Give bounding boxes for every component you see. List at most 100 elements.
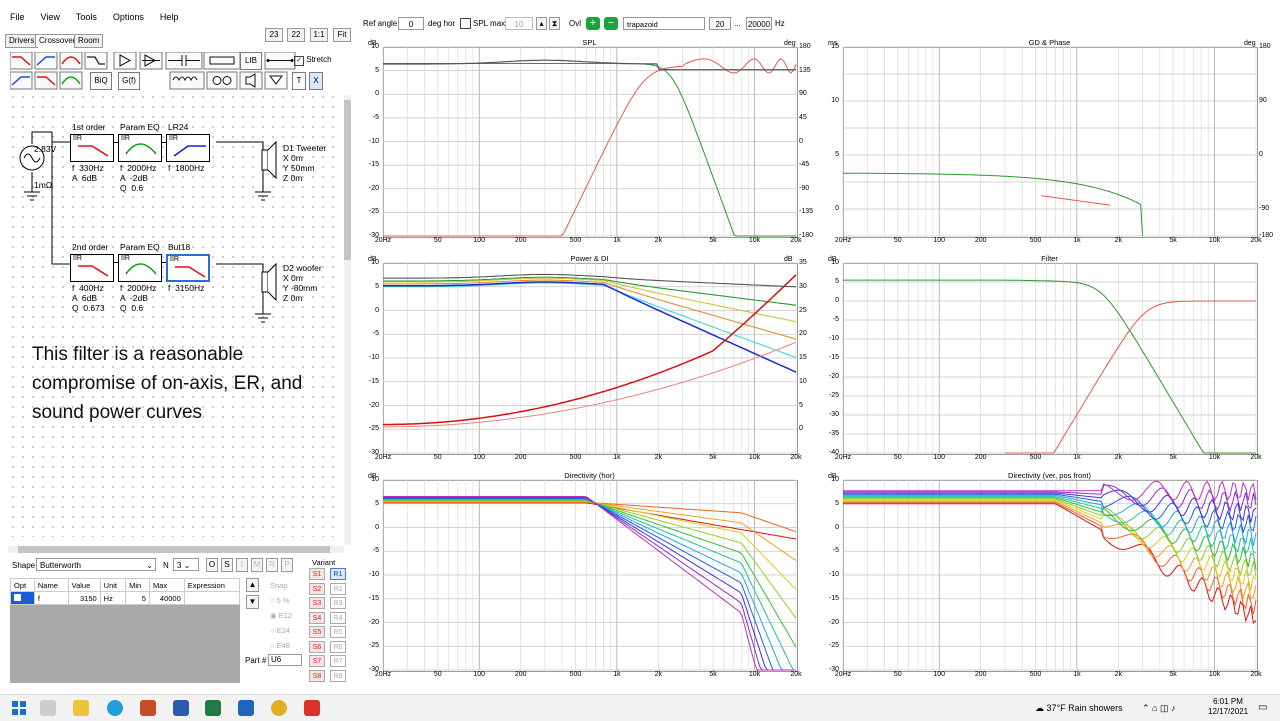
variant-r3-button[interactable]: R3	[330, 597, 346, 609]
spl-max-input[interactable]: 10	[505, 17, 533, 30]
chart-2-plot[interactable]	[383, 263, 798, 455]
shape-r-button[interactable]: R	[266, 558, 278, 572]
spin-updown-icon[interactable]: ▴	[536, 17, 547, 30]
overlay-add-icon[interactable]: +	[586, 17, 600, 30]
lowpass-red-icon[interactable]	[10, 52, 33, 70]
chrome-icon[interactable]	[271, 700, 287, 716]
biquad-button[interactable]: BiQ	[90, 72, 112, 90]
snap-e12-radio[interactable]: ◉ E12	[270, 611, 292, 620]
resistor-icon[interactable]	[203, 52, 241, 70]
zoom-23-button[interactable]: 23	[265, 28, 283, 42]
variant-s6-button[interactable]: S6	[309, 640, 325, 653]
inductor-icon[interactable]	[169, 71, 205, 90]
tweeter-speaker-icon[interactable]	[261, 140, 277, 180]
param-max-cell[interactable]: 40000	[148, 591, 185, 605]
order-select[interactable]: 3 ⌄	[173, 558, 199, 571]
speaker-icon[interactable]	[239, 71, 263, 90]
excel-icon[interactable]	[205, 700, 221, 716]
hourglass-icon[interactable]: ⧗	[549, 17, 560, 30]
schematic-hscroll[interactable]	[8, 546, 344, 553]
overlay-name-input[interactable]: trapazoid	[623, 17, 705, 30]
woofer-speaker-icon[interactable]	[261, 262, 277, 302]
summer-icon[interactable]	[139, 52, 163, 70]
tab-room[interactable]: Room	[74, 34, 104, 48]
variant-s2-button[interactable]: S2	[309, 582, 325, 595]
zoom-fit-button[interactable]: Fit	[333, 28, 351, 42]
filter-block[interactable]: IIR	[118, 254, 162, 282]
shape-m-button[interactable]: M	[251, 558, 263, 572]
filter-block[interactable]: IIR	[166, 254, 210, 282]
snap-5pct-radio[interactable]: ○ 5 %	[270, 596, 290, 605]
notification-icon[interactable]: ▭	[1258, 702, 1268, 713]
capacitor-icon[interactable]	[165, 52, 203, 70]
snap-e24-radio[interactable]: ○ E24	[270, 626, 290, 635]
clock[interactable]: 6:01 PM 12/17/2021	[1208, 697, 1248, 717]
param-value-cell[interactable]: 3150	[67, 591, 101, 605]
system-tray-icons[interactable]: ⌃ ⌂ ◫ ♪	[1142, 703, 1176, 713]
variant-r4-button[interactable]: R4	[330, 611, 346, 624]
overlay-remove-icon[interactable]: −	[604, 17, 618, 30]
edge-icon[interactable]	[107, 700, 123, 716]
buffer-icon[interactable]	[113, 52, 137, 70]
menu-options[interactable]: Options	[112, 12, 144, 22]
woofer-driver-label[interactable]: D2 woofer X 0m Y -80mm Z 0m	[283, 263, 322, 303]
menu-tools[interactable]: Tools	[75, 12, 97, 22]
variant-r2-button[interactable]: R2	[330, 582, 346, 595]
schematic-vscroll[interactable]	[344, 95, 351, 545]
wire-icon[interactable]	[264, 52, 296, 70]
schematic-canvas[interactable]: 2.83V 1mΩ 1st order IIR f 330Hz A 6dB Param…	[8, 92, 340, 537]
task-view-icon[interactable]	[40, 700, 56, 716]
shape-p-button[interactable]: P	[281, 558, 293, 572]
chart-1-plot[interactable]	[843, 47, 1258, 238]
tab-crossover[interactable]: Crossover	[35, 34, 80, 47]
file-explorer-icon[interactable]	[73, 700, 89, 716]
variant-s5-button[interactable]: S5	[309, 626, 325, 638]
param-expression-cell[interactable]	[183, 591, 241, 605]
move-down-button[interactable]: ▼	[246, 595, 259, 609]
freq-low-input[interactable]: 20	[709, 17, 731, 30]
outlook-icon[interactable]	[238, 700, 254, 716]
variant-r8-button[interactable]: R8	[330, 669, 346, 682]
tweeter-driver-label[interactable]: D1 Tweeter X 0m Y 50mm Z 0m	[283, 143, 327, 183]
bandpass-red-icon[interactable]	[59, 52, 83, 70]
chart-4-plot[interactable]	[383, 480, 798, 672]
transformer-icon[interactable]	[206, 71, 238, 90]
filter-block[interactable]: IIR	[118, 134, 162, 162]
table-row[interactable]: f 3150 Hz 5 40000	[10, 591, 241, 605]
stretch-checkbox[interactable]: ✓ Stretch	[294, 55, 332, 66]
ground-icon[interactable]	[264, 71, 288, 90]
text-tool-button[interactable]: T	[292, 72, 306, 90]
vituixcad-icon[interactable]	[304, 700, 320, 716]
bandpass-green-icon[interactable]	[59, 71, 83, 90]
freq-high-input[interactable]: 20000	[746, 17, 772, 30]
shape-o-button[interactable]: O	[206, 558, 218, 572]
variant-r7-button[interactable]: R7	[330, 655, 346, 667]
shelf-icon[interactable]	[84, 52, 108, 70]
move-up-button[interactable]: ▲	[246, 578, 259, 592]
menu-view[interactable]: View	[40, 12, 60, 22]
variant-s1-button[interactable]: S1	[309, 568, 325, 580]
weather-widget[interactable]: ☁ 37°F Rain showers	[1035, 703, 1123, 713]
shape-s-button[interactable]: S	[221, 558, 233, 572]
variant-s3-button[interactable]: S3	[309, 597, 325, 609]
snap-e48-radio[interactable]: ○ E48	[270, 641, 290, 650]
part-number-input[interactable]: U6	[268, 654, 302, 666]
shape-select[interactable]: Butterworth ⌄	[36, 558, 156, 571]
filter-block[interactable]: IIR	[70, 254, 114, 282]
chart-0-plot[interactable]	[383, 47, 798, 238]
menu-help[interactable]: Help	[159, 12, 179, 22]
chart-3-plot[interactable]	[843, 263, 1258, 455]
highpass-red-icon[interactable]	[34, 71, 58, 90]
variant-r5-button[interactable]: R5	[330, 626, 346, 638]
gf-button[interactable]: G(f)	[118, 72, 140, 90]
opt-checkbox[interactable]	[10, 591, 35, 605]
lowpass-blue-icon[interactable]	[10, 71, 33, 90]
filter-block[interactable]: IIR	[166, 134, 210, 162]
menu-file[interactable]: File	[10, 12, 25, 22]
zoom-22-button[interactable]: 22	[287, 28, 305, 42]
tab-drivers[interactable]: Drivers	[5, 34, 39, 48]
zoom-1to1-button[interactable]: 1:1	[310, 28, 328, 42]
variant-s4-button[interactable]: S4	[309, 611, 325, 624]
shape-i-button[interactable]: I	[236, 558, 248, 572]
variant-s7-button[interactable]: S7	[309, 655, 325, 667]
